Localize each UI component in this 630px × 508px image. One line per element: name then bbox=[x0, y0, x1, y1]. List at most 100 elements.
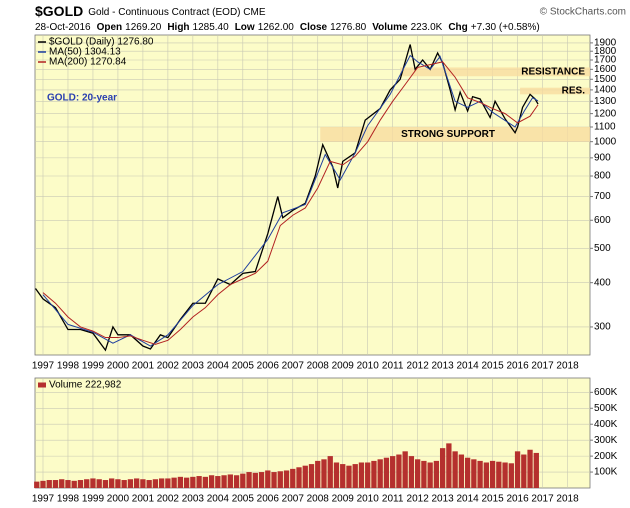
x-tick-label: 2013 bbox=[432, 494, 455, 505]
bar bbox=[252, 472, 258, 488]
x-tick-label: 2016 bbox=[506, 494, 529, 505]
bar bbox=[508, 463, 514, 488]
bar bbox=[115, 479, 121, 488]
source: © StockCharts.com bbox=[540, 7, 626, 18]
x-tick-label: 2017 bbox=[531, 361, 554, 372]
plot-area bbox=[34, 34, 591, 356]
x-tick-label: 2004 bbox=[207, 361, 230, 372]
y-tick-label: 500 bbox=[594, 243, 611, 254]
bar bbox=[65, 480, 71, 488]
bar bbox=[102, 480, 109, 488]
bar bbox=[396, 454, 402, 488]
bar bbox=[383, 457, 390, 488]
y-tick-label: 1900 bbox=[594, 38, 617, 49]
bar bbox=[271, 472, 277, 488]
x-tick-label: 1999 bbox=[82, 494, 105, 505]
x-tick-label: 2007 bbox=[282, 361, 305, 372]
bar bbox=[390, 456, 396, 488]
band-label: STRONG SUPPORT bbox=[401, 129, 495, 140]
x-tick-label: 2010 bbox=[357, 494, 380, 505]
bar bbox=[365, 462, 371, 488]
bar bbox=[177, 476, 184, 488]
bar bbox=[46, 480, 52, 488]
bar bbox=[265, 470, 271, 488]
quote-label: Open bbox=[97, 22, 123, 33]
bar bbox=[109, 478, 115, 488]
x-tick-label: 2015 bbox=[481, 361, 504, 372]
x-tick-label: 2005 bbox=[232, 361, 255, 372]
x-tick-label: 2008 bbox=[307, 361, 330, 372]
x-tick-label: 2009 bbox=[332, 361, 355, 372]
bar bbox=[402, 451, 408, 488]
quote-label: Volume bbox=[372, 22, 408, 33]
bar bbox=[527, 449, 533, 488]
x-tick-label: 2003 bbox=[182, 361, 205, 372]
bar bbox=[134, 478, 140, 488]
bar bbox=[427, 462, 433, 488]
bar bbox=[471, 459, 477, 488]
x-tick-label: 2012 bbox=[407, 494, 430, 505]
x-tick-label: 2011 bbox=[382, 361, 404, 372]
x-tick-label: 2002 bbox=[157, 361, 180, 372]
bar bbox=[165, 478, 171, 488]
bar bbox=[221, 475, 227, 488]
bar bbox=[302, 465, 308, 488]
chart-title: $GOLD bbox=[35, 3, 83, 19]
band-label: RES. bbox=[562, 86, 586, 97]
x-tick-label: 2007 bbox=[282, 494, 305, 505]
bar bbox=[59, 479, 65, 488]
quote-value: 1285.40 bbox=[193, 22, 230, 33]
y-tick-label: 1700 bbox=[594, 55, 617, 66]
x-tick-label: 2014 bbox=[456, 494, 479, 505]
bar bbox=[408, 456, 415, 488]
x-tick-label: 2000 bbox=[107, 494, 130, 505]
x-tick-label: 2018 bbox=[556, 361, 579, 372]
bar bbox=[215, 476, 221, 488]
bar bbox=[146, 480, 152, 488]
bar bbox=[421, 460, 427, 488]
bar bbox=[502, 462, 508, 488]
annotation: GOLD: 20-year bbox=[47, 93, 117, 104]
bar bbox=[346, 465, 352, 488]
quote-value: 223.0K bbox=[411, 22, 443, 33]
band bbox=[400, 67, 590, 77]
bar bbox=[308, 464, 315, 488]
x-tick-label: 2000 bbox=[107, 361, 130, 372]
bar bbox=[439, 448, 446, 488]
x-tick-label: 2006 bbox=[257, 361, 280, 372]
quote-label: Chg bbox=[448, 22, 467, 33]
y-tick-label: 1300 bbox=[594, 96, 617, 107]
x-tick-label: 2011 bbox=[382, 494, 404, 505]
y-tick-label: 600 bbox=[594, 215, 611, 226]
x-tick-label: 1997 bbox=[32, 494, 55, 505]
bar bbox=[121, 480, 127, 488]
bar bbox=[483, 462, 489, 488]
x-tick-label: 1999 bbox=[82, 361, 105, 372]
bar bbox=[321, 459, 327, 488]
y-tick-label: 500K bbox=[594, 403, 618, 414]
bar bbox=[240, 473, 246, 488]
bar bbox=[452, 451, 458, 488]
y-tick-label: 1400 bbox=[594, 85, 617, 96]
bar bbox=[333, 462, 340, 488]
bar bbox=[433, 460, 440, 488]
y-tick-label: 200K bbox=[594, 451, 618, 462]
quote-value: 1262.00 bbox=[258, 22, 295, 33]
bar bbox=[283, 470, 290, 488]
bar bbox=[315, 460, 321, 488]
x-tick-label: 2015 bbox=[481, 494, 504, 505]
bar bbox=[190, 476, 196, 488]
x-tick-label: 2006 bbox=[257, 494, 280, 505]
bar bbox=[71, 480, 77, 488]
y-tick-label: 300K bbox=[594, 435, 618, 446]
bar bbox=[446, 443, 452, 488]
x-tick-label: 2003 bbox=[182, 494, 205, 505]
bar bbox=[296, 467, 302, 488]
bar bbox=[371, 460, 377, 488]
y-tick-label: 700 bbox=[594, 191, 611, 202]
bar bbox=[377, 459, 383, 488]
y-tick-label: 800 bbox=[594, 171, 611, 182]
quote-label: High bbox=[167, 22, 189, 33]
legend-label: MA(200) 1270.84 bbox=[49, 57, 127, 68]
bar bbox=[358, 462, 365, 488]
